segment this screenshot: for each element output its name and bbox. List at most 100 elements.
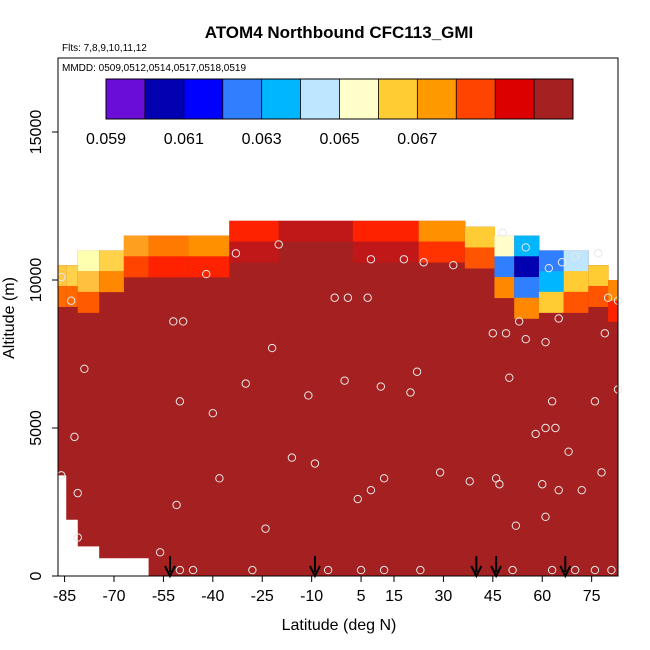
observation-point	[498, 228, 507, 237]
field-column-band	[58, 285, 67, 307]
field-column-band	[563, 271, 589, 293]
field-column	[514, 235, 540, 576]
colorbar-tick-label: 0.065	[319, 131, 359, 148]
field-column-band	[148, 256, 189, 278]
x-tick-label: -70	[102, 588, 125, 605]
observation-point	[379, 474, 389, 483]
observation-point	[521, 335, 530, 344]
observation-point	[155, 548, 165, 557]
colorbar-swatch	[534, 79, 574, 119]
field-column-band	[352, 241, 420, 263]
colorbar-tick-label: 0.059	[86, 131, 126, 148]
observation-point	[399, 255, 409, 264]
field-column-body	[123, 235, 150, 559]
observation-point	[541, 337, 550, 347]
field-column	[99, 250, 125, 559]
x-tick-label: -10	[300, 588, 323, 605]
colorbar-swatch	[339, 79, 379, 119]
colorbar-swatch	[106, 79, 146, 119]
field-column-band	[278, 220, 354, 242]
field-column-body	[352, 220, 420, 577]
field-column-band	[229, 220, 280, 242]
observation-point	[70, 432, 79, 442]
field-column	[538, 250, 565, 576]
observation-point	[248, 565, 257, 575]
colorbar-frame	[105, 78, 574, 120]
observation-point	[564, 447, 573, 456]
field-column	[148, 235, 189, 576]
field-column	[123, 235, 150, 559]
observation-point	[419, 258, 428, 267]
observation-point	[208, 409, 218, 418]
field-column-band	[464, 247, 495, 269]
field-column-band	[148, 235, 189, 257]
field-column	[494, 235, 515, 576]
field-column-body	[588, 265, 609, 576]
field-column	[188, 235, 230, 576]
x-tick-label: -85	[53, 588, 76, 605]
observation-point	[406, 388, 415, 397]
observation-point	[508, 565, 517, 575]
observation-point	[551, 423, 560, 433]
observation-point	[505, 373, 514, 382]
field-column-band	[538, 271, 565, 293]
field-column-band	[588, 285, 609, 307]
colorbar-swatch	[183, 79, 224, 119]
colorbar-swatch	[300, 79, 340, 119]
observation-point	[66, 296, 76, 305]
field-column-band	[99, 271, 125, 293]
y-tick-label: 0	[28, 571, 45, 580]
observation-point	[172, 500, 181, 510]
observation-point	[175, 565, 185, 575]
field-column-body	[99, 250, 125, 559]
field-column-band	[77, 250, 100, 272]
field-column-body	[77, 250, 100, 547]
observation-point	[495, 480, 504, 489]
colorbar-tick-label: 0.061	[164, 131, 204, 148]
observation-point	[202, 269, 211, 279]
field-column-band	[514, 235, 540, 257]
observation-point	[330, 293, 339, 302]
field-column	[229, 220, 280, 577]
observation-point	[600, 329, 610, 338]
observation-points	[57, 228, 623, 575]
observation-point	[215, 474, 224, 483]
concentration-field	[58, 220, 619, 577]
colorbar-swatch	[495, 79, 535, 119]
x-tick-label: -25	[251, 588, 274, 605]
observation-point	[521, 243, 530, 252]
x-tick-label: 30	[435, 588, 453, 605]
observation-point	[323, 565, 333, 575]
observation-point	[544, 263, 554, 273]
observation-point	[274, 240, 283, 249]
x-tick-label: 45	[484, 588, 502, 605]
observation-point	[554, 485, 563, 495]
field-column-body	[608, 280, 619, 576]
observation-point	[603, 293, 613, 302]
observation-point	[310, 459, 320, 468]
observation-point	[343, 293, 353, 302]
observation-point	[488, 329, 498, 338]
y-axis-label: Altitude (m)	[1, 277, 18, 359]
observation-point	[267, 343, 277, 353]
field-column-body	[148, 235, 189, 576]
colorbar-swatch	[456, 79, 496, 119]
field-column-band	[229, 241, 280, 263]
field-column-body	[66, 265, 79, 520]
y-tick-label: 15000	[28, 110, 45, 155]
field-column	[464, 226, 495, 576]
field-column	[58, 265, 67, 476]
observation-point	[353, 494, 362, 504]
field-column-band	[514, 297, 540, 319]
field-column-band	[608, 300, 619, 322]
field-column-band	[123, 235, 150, 257]
observation-point	[287, 453, 297, 462]
observation-point	[80, 364, 89, 373]
observation-point	[175, 397, 185, 406]
observation-point	[590, 565, 600, 575]
field-column-band	[464, 226, 495, 248]
field-column-body	[418, 220, 466, 577]
observation-point	[169, 317, 178, 326]
colorbar: 0.059 0.061 0.063 0.065 0.067	[86, 78, 574, 148]
